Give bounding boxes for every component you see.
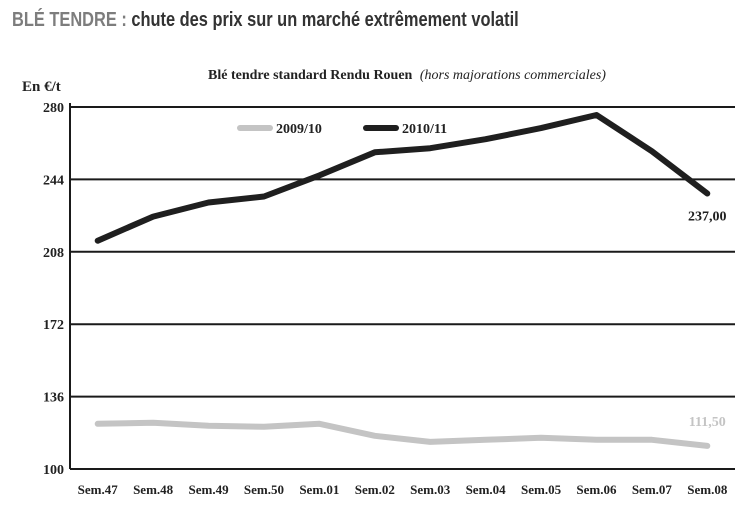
series-lines — [94, 112, 711, 449]
x-tick-sem-49: Sem.49 — [188, 482, 229, 497]
chart-title: Blé tendre standard Rendu Rouen (hors ma… — [208, 68, 606, 83]
x-tick-sem-50: Sem.50 — [244, 482, 284, 497]
grid-lines — [70, 106, 735, 398]
y-axis-unit-label: En €/t — [22, 79, 61, 95]
series-line-2010-11 — [94, 112, 711, 244]
end-label-2009-10: 111,50 — [689, 415, 726, 430]
y-tick-280: 280 — [43, 101, 64, 116]
legend-label-2009-10: 2009/10 — [276, 122, 322, 137]
chart-subtitle: (hors majorations commerciales) — [420, 68, 606, 83]
legend: 2009/10 2010/11 — [237, 122, 447, 137]
y-tick-208: 208 — [43, 246, 64, 261]
headline-title: chute des prix sur un marché extrêmement… — [131, 9, 519, 31]
page-headline: BLÉ TENDRE : chute des prix sur un march… — [12, 9, 519, 32]
x-tick-sem-02: Sem.02 — [355, 482, 395, 497]
end-label-2010-11: 237,00 — [688, 209, 727, 224]
x-tick-sem-47: Sem.47 — [78, 482, 119, 497]
x-tick-sem-48: Sem.48 — [133, 482, 174, 497]
legend-label-2010-11: 2010/11 — [402, 122, 447, 137]
series-line-2009-10 — [94, 419, 711, 449]
x-tick-sem-08: Sem.08 — [687, 482, 728, 497]
x-tick-sem-03: Sem.03 — [410, 482, 451, 497]
x-tick-sem-04: Sem.04 — [466, 482, 507, 497]
x-tick-sem-07: Sem.07 — [632, 482, 673, 497]
x-tick-sem-01: Sem.01 — [299, 482, 339, 497]
y-tick-136: 136 — [43, 391, 64, 406]
end-value-labels: 111,50 237,00 — [688, 209, 727, 429]
y-tick-244: 244 — [43, 173, 64, 188]
x-tick-labels: Sem.47 Sem.48 Sem.49 Sem.50 Sem.01 Sem.02 Sem.… — [78, 482, 728, 497]
chart-title-main: Blé tendre standard Rendu Rouen — [208, 68, 413, 83]
y-tick-100: 100 — [43, 463, 64, 478]
axes — [69, 103, 735, 470]
x-tick-sem-06: Sem.06 — [576, 482, 617, 497]
y-tick-172: 172 — [43, 318, 64, 333]
headline-kicker: BLÉ TENDRE : — [12, 9, 127, 31]
x-tick-sem-05: Sem.05 — [521, 482, 562, 497]
y-tick-labels: 100 136 172 208 244 280 — [43, 101, 64, 478]
